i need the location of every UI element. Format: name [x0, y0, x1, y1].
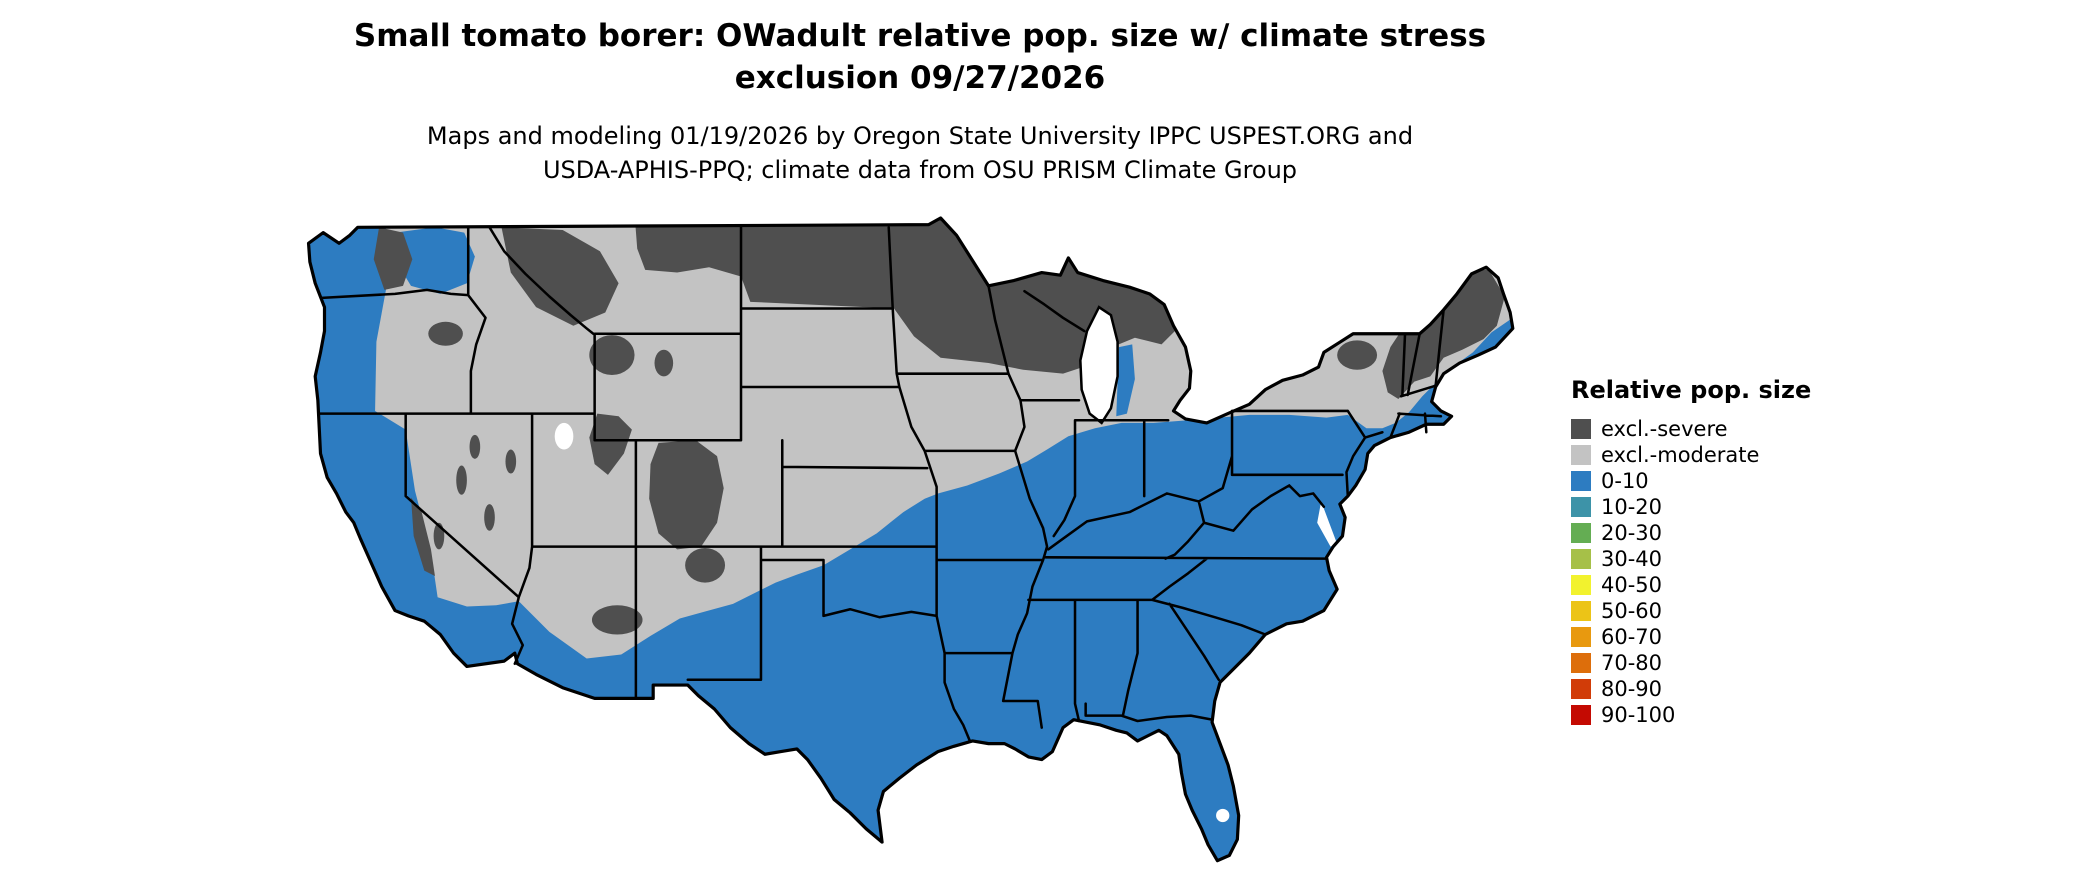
- map-container: [300, 214, 1528, 886]
- map-title: Small tomato borer: OWadult relative pop…: [0, 16, 1840, 100]
- map-region-excl-severe-wasatch: [589, 413, 632, 475]
- map-region-excl-severe-new-mexico-mtns: [685, 548, 726, 583]
- legend-item: 20-30: [1571, 520, 1811, 546]
- us-choropleth-map: [306, 216, 1515, 863]
- legend-swatch-0-10: [1571, 471, 1591, 491]
- legend-label: 0-10: [1601, 469, 1649, 493]
- legend-swatch-excl-moderate: [1571, 445, 1591, 465]
- legend-item: 0-10: [1571, 468, 1811, 494]
- legend-item: 40-50: [1571, 572, 1811, 598]
- legend-item: excl.-severe: [1571, 416, 1811, 442]
- legend-swatch-20-30: [1571, 523, 1591, 543]
- legend-label: excl.-moderate: [1601, 443, 1760, 467]
- legend-label: 80-90: [1601, 677, 1663, 701]
- legend-swatch-90-100: [1571, 705, 1591, 725]
- legend-item: 60-70: [1571, 624, 1811, 650]
- legend-title: Relative pop. size: [1571, 376, 1812, 404]
- legend-label: 40-50: [1601, 573, 1663, 597]
- legend-label: 90-100: [1601, 703, 1676, 727]
- legend-label: 30-40: [1601, 547, 1663, 571]
- legend-item: 70-80: [1571, 650, 1811, 676]
- legend-swatch-40-50: [1571, 575, 1591, 595]
- map-title-line1: Small tomato borer: OWadult relative pop…: [353, 18, 1487, 54]
- legend-item: 50-60: [1571, 598, 1811, 624]
- chesapeake-bay: [1317, 501, 1338, 547]
- legend-item: 80-90: [1571, 676, 1811, 702]
- legend-label: 20-30: [1601, 521, 1663, 545]
- map-region-excl-severe-mogollon-rim: [591, 605, 643, 635]
- map-region-excl-severe-idaho-montana-rockies: [501, 227, 619, 326]
- great-salt-lake: [554, 422, 574, 450]
- legend-swatch-excl-severe: [1571, 419, 1591, 439]
- map-subtitle: Maps and modeling 01/19/2026 by Oregon S…: [0, 120, 1840, 187]
- map-subtitle-line1: Maps and modeling 01/19/2026 by Oregon S…: [426, 122, 1414, 150]
- map-region-pop-0-10-columbia-basin: [395, 227, 475, 294]
- state-borders: [317, 226, 1445, 743]
- map-region-excl-severe-nevada-range: [505, 449, 517, 474]
- us-outline: [306, 216, 1515, 863]
- map-region-excl-severe-colorado-rockies: [649, 440, 724, 550]
- lake-michigan: [1079, 305, 1119, 425]
- legend-label: 50-60: [1601, 599, 1663, 623]
- map-region-excl-severe-adirondacks: [1337, 340, 1378, 370]
- map-region-excl-severe-bighorn: [654, 349, 674, 377]
- lake-okeechobee: [1216, 808, 1230, 823]
- legend: Relative pop. size excl.-severe excl.-mo…: [1571, 376, 1811, 728]
- map-title-line2: exclusion 09/27/2026: [734, 59, 1106, 96]
- map-region-excl-severe-nevada-range: [456, 465, 467, 495]
- map-subtitle-line2: USDA-APHIS-PPQ; climate data from OSU PR…: [542, 155, 1298, 184]
- map-region-excl-severe-blue-mtns: [428, 321, 463, 346]
- legend-swatch-10-20: [1571, 497, 1591, 517]
- legend-item: 30-40: [1571, 546, 1811, 572]
- legend-label: 70-80: [1601, 651, 1663, 675]
- legend-item: 10-20: [1571, 494, 1811, 520]
- map-region-excl-severe-nevada-range: [484, 504, 495, 531]
- map-region-excl-severe-nevada-range: [469, 434, 481, 459]
- legend-label: 10-20: [1601, 495, 1663, 519]
- legend-swatch-60-70: [1571, 627, 1591, 647]
- legend-label: 60-70: [1601, 625, 1663, 649]
- map-region-excl-severe-cascades: [373, 227, 413, 290]
- map-region-excl-severe-yellowstone: [589, 335, 635, 376]
- legend-label: excl.-severe: [1601, 417, 1728, 441]
- legend-swatch-30-40: [1571, 549, 1591, 569]
- legend-item: 90-100: [1571, 702, 1811, 728]
- map-region-excl-severe-sierra-nevada: [410, 497, 435, 576]
- legend-swatch-70-80: [1571, 653, 1591, 673]
- legend-swatch-80-90: [1571, 679, 1591, 699]
- legend-swatch-50-60: [1571, 601, 1591, 621]
- map-region-pop-0-10-lake-michigan-shore: [1116, 344, 1135, 417]
- legend-item: excl.-moderate: [1571, 442, 1811, 468]
